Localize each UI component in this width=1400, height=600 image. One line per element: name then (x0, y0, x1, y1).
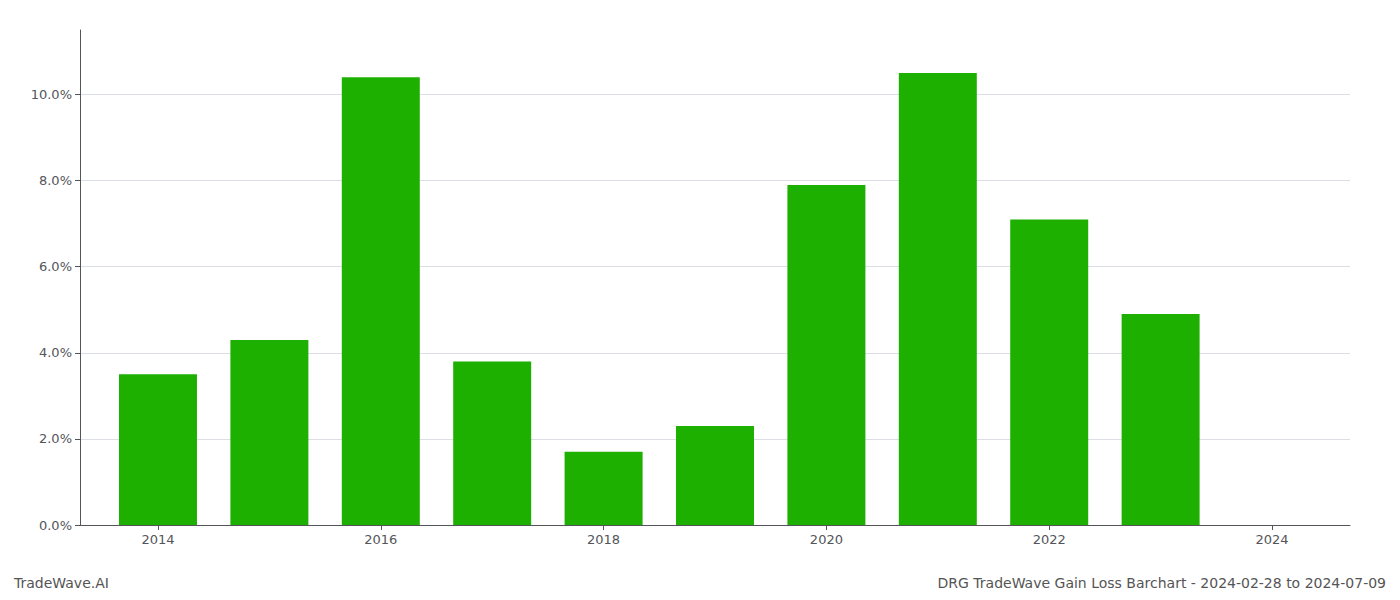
svg-text:8.0%: 8.0% (39, 173, 72, 188)
svg-text:10.0%: 10.0% (31, 87, 72, 102)
svg-text:2024: 2024 (1255, 532, 1288, 547)
svg-text:2018: 2018 (587, 532, 620, 547)
svg-text:2020: 2020 (810, 532, 843, 547)
svg-text:2014: 2014 (141, 532, 174, 547)
svg-text:2016: 2016 (364, 532, 397, 547)
svg-text:DRG TradeWave Gain Loss Barcha: DRG TradeWave Gain Loss Barchart - 2024-… (938, 575, 1386, 591)
svg-text:4.0%: 4.0% (39, 345, 72, 360)
svg-text:0.0%: 0.0% (39, 518, 72, 533)
svg-text:2022: 2022 (1033, 532, 1066, 547)
svg-text:6.0%: 6.0% (39, 259, 72, 274)
svg-text:TradeWave.AI: TradeWave.AI (13, 575, 109, 591)
svg-text:2.0%: 2.0% (39, 431, 72, 446)
